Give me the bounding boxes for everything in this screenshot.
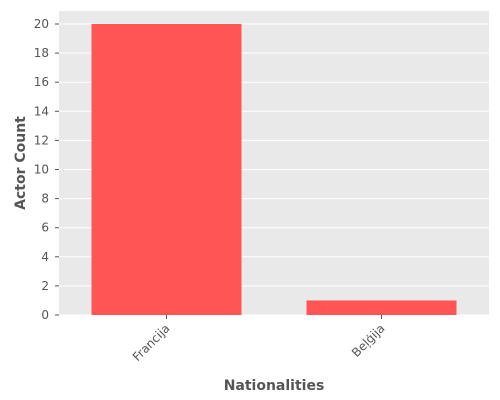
x-tick-label: Francija <box>130 321 173 364</box>
y-tick-label: 12 <box>34 133 49 147</box>
bar-1 <box>306 300 457 315</box>
bar-0 <box>91 24 242 315</box>
y-tick-label: 20 <box>34 17 49 31</box>
x-axis-title: Nationalities <box>224 378 325 394</box>
y-tick-label: 2 <box>41 279 49 293</box>
y-tick-label: 10 <box>34 163 49 177</box>
y-tick-label: 18 <box>34 46 49 60</box>
bars <box>91 24 457 315</box>
y-axis-ticks: 0 2 4 6 8 10 12 14 16 18 20 <box>34 17 59 322</box>
y-tick-label: 16 <box>34 75 49 89</box>
y-tick-label: 6 <box>41 221 49 235</box>
y-tick-label: 14 <box>34 104 49 118</box>
y-tick-label: 0 <box>41 308 49 322</box>
x-tick-label: Beļģija <box>349 321 388 360</box>
x-axis-ticks: Francija Beļģija <box>130 315 388 364</box>
y-axis-title: Actor Count <box>13 116 29 210</box>
y-tick-label: 8 <box>41 192 49 206</box>
y-tick-label: 4 <box>41 250 49 264</box>
